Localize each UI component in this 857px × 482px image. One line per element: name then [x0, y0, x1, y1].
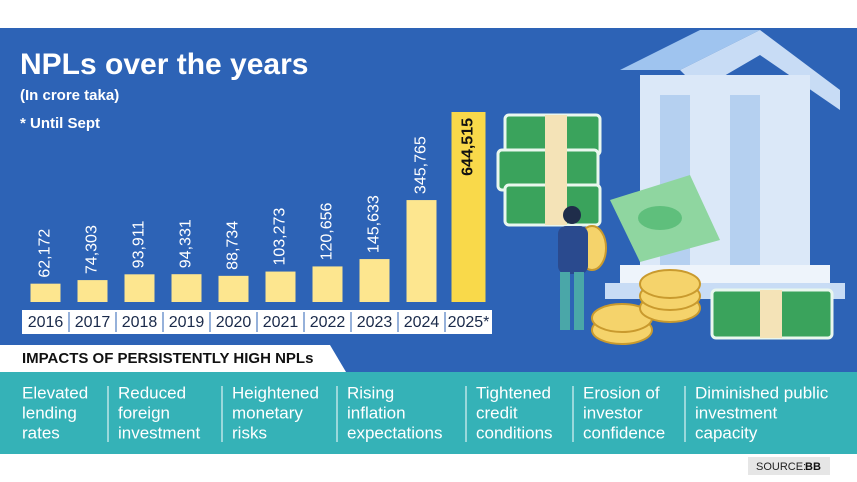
source-name: BB [805, 461, 821, 473]
impact-text: monetary [232, 403, 303, 422]
impact-text: Tightened [476, 383, 551, 402]
heading-tab [0, 345, 346, 372]
x-tick-label: 2025* [448, 314, 490, 331]
impact-text: credit [476, 403, 518, 422]
bar [77, 280, 108, 302]
impact-text: investor [583, 403, 643, 422]
x-tick-label: 2019 [169, 314, 205, 331]
impact-text: investment [118, 423, 200, 442]
impact-text: Elevated [22, 383, 88, 402]
x-tick-label: 2024 [404, 314, 440, 331]
value-label: 88,734 [225, 221, 242, 270]
impact-text: Diminished public [695, 383, 829, 402]
bar [451, 112, 486, 302]
bar [312, 266, 343, 302]
impact-text: risks [232, 423, 267, 442]
x-tick-label: 2021 [263, 314, 299, 331]
impact-text: Rising [347, 383, 394, 402]
value-label: 345,765 [413, 136, 430, 194]
impact-text: rates [22, 423, 60, 442]
impact-text: Heightened [232, 383, 319, 402]
x-tick-label: 2022 [310, 314, 346, 331]
value-label: 93,911 [131, 220, 148, 268]
bar [359, 259, 390, 302]
bar [218, 275, 249, 302]
source-label: SOURCE: [756, 461, 806, 473]
x-tick-label: 2018 [122, 314, 158, 331]
bar [406, 200, 437, 302]
impacts-heading: IMPACTS OF PERSISTENTLY HIGH NPLs [22, 350, 313, 367]
impact-text: lending [22, 403, 77, 422]
value-label: 103,273 [272, 208, 289, 266]
impact-text: confidence [583, 423, 665, 442]
x-tick-label: 2017 [75, 314, 111, 331]
x-tick-label: 2020 [216, 314, 252, 331]
subtitle: (In crore taka) [20, 87, 119, 104]
value-label: 644,515 [460, 118, 477, 176]
illustration [496, 30, 845, 345]
value-label: 94,331 [178, 219, 195, 268]
impact-text: foreign [118, 403, 170, 422]
x-tick-label: 2016 [28, 314, 64, 331]
value-label: 74,303 [84, 225, 101, 274]
x-tick-label: 2023 [357, 314, 393, 331]
impact-band [0, 372, 857, 454]
bar [171, 274, 202, 302]
value-label: 145,633 [366, 195, 383, 253]
source-box [748, 457, 830, 475]
impact-text: capacity [695, 423, 758, 442]
impact-text: investment [695, 403, 777, 422]
value-label: 120,656 [319, 202, 336, 260]
impact-text: conditions [476, 423, 553, 442]
impact-text: Erosion of [583, 383, 660, 402]
bar [265, 271, 296, 302]
impact-text: inflation [347, 403, 406, 422]
bar [124, 274, 155, 302]
impact-text: Reduced [118, 383, 186, 402]
impact-text: expectations [347, 423, 442, 442]
note: * Until Sept [20, 115, 100, 132]
bar [30, 283, 61, 302]
value-label: 62,172 [37, 229, 54, 278]
title: NPLs over the years [20, 48, 308, 81]
